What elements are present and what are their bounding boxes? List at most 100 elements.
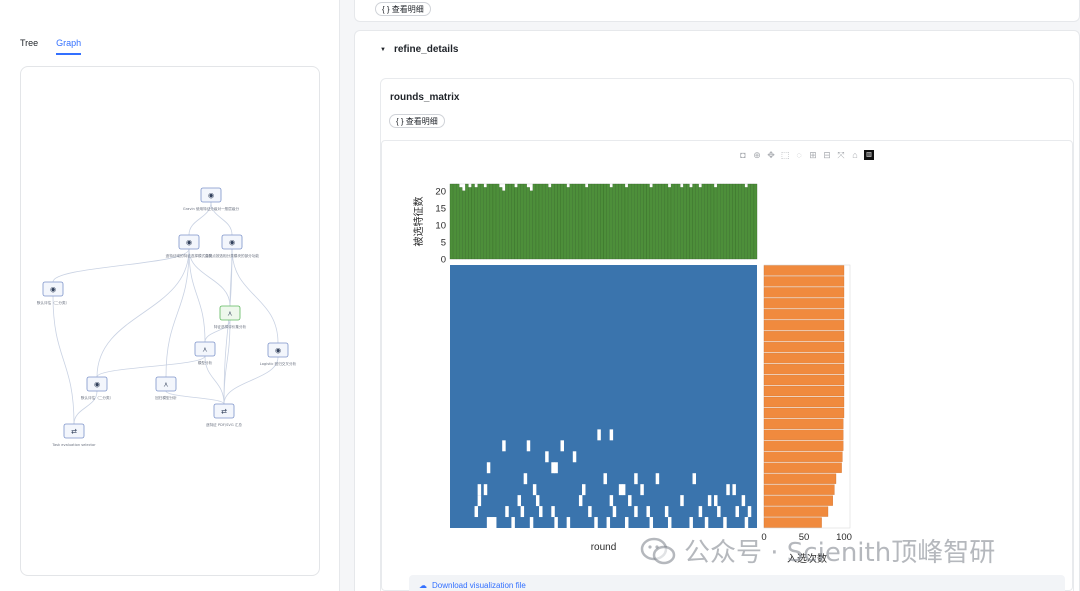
heatmap-empty-cell	[486, 517, 491, 528]
side-bar-frame	[763, 264, 851, 529]
graph-node-n1[interactable]: ◉ Gravin 使用特征分级对一般层级分	[183, 187, 240, 211]
graph-edge	[223, 248, 233, 405]
view-detail-button[interactable]: { } 查看明细	[389, 114, 445, 128]
top-bar	[486, 183, 491, 260]
camera-icon[interactable]: ◘	[740, 150, 746, 160]
heatmap-empty-cell	[624, 517, 629, 528]
heatmap-empty-cell	[554, 462, 558, 474]
top-bar	[673, 183, 678, 260]
side-bar	[763, 451, 843, 462]
heatmap-empty-cell	[732, 484, 736, 496]
top-bar	[710, 183, 715, 260]
heatmap-empty-cell	[667, 517, 672, 528]
top-bar	[634, 183, 638, 260]
graph-node-n11[interactable]: ⇄ Task evaluation selector	[51, 423, 96, 447]
plotly-logo-icon[interactable]: ▥	[864, 150, 874, 160]
tab-tree[interactable]: Tree	[20, 38, 39, 48]
side-bar-xtick: 100	[836, 532, 852, 543]
heatmap-empty-cell	[489, 517, 494, 528]
top-bar	[474, 187, 478, 260]
top-bar	[468, 187, 472, 260]
left-panel: Tree Graph ◉ Gravin 使用特征分级对一般层级分 ◉ 逐特征域的特征选…	[0, 0, 340, 591]
graph-node-n10[interactable]: ⇄ 逐特征 PDF/SVG 汇总	[206, 403, 242, 427]
graph-edge	[188, 201, 212, 236]
top-bar	[462, 190, 466, 260]
graph-edge	[210, 201, 233, 236]
graph-node-n7[interactable]: ◉ Logistic 回归交叉分析	[260, 342, 297, 366]
top-bar	[692, 183, 696, 260]
top-bar	[664, 183, 669, 260]
download-link[interactable]: ☁ Download visualization file	[409, 575, 1065, 591]
side-bar	[763, 298, 845, 309]
graph-edge	[204, 355, 225, 405]
zoom-out-icon[interactable]: ⊟	[823, 150, 831, 160]
side-bar	[763, 309, 845, 320]
workflow-graph[interactable]: ◉ Gravin 使用特征分级对一般层级分 ◉ 逐特征域的特征选择模式分类 ◉ 高阶点按选…	[20, 66, 320, 576]
side-bar	[763, 353, 845, 364]
top-bar	[465, 183, 469, 260]
heatmap-empty-cell	[723, 517, 727, 528]
view-detail-button-top[interactable]: { } 查看明细	[375, 2, 431, 16]
top-bar	[627, 183, 632, 260]
top-bar	[588, 183, 592, 260]
heatmap-empty-cell	[483, 484, 488, 496]
graph-node-n4[interactable]: ◉ 默认评估（二分类）	[37, 281, 69, 305]
node-box	[86, 376, 108, 392]
tab-graph[interactable]: Graph	[56, 38, 82, 55]
side-bar	[763, 495, 833, 506]
top-bar	[609, 187, 613, 260]
graph-edge	[96, 355, 206, 378]
top-bar	[541, 183, 546, 260]
heatmap-empty-cell	[609, 495, 614, 507]
autoscale-icon[interactable]: ⤧	[837, 150, 845, 160]
graph-node-n5[interactable]: ⋏ 特征选择评价集分析	[214, 305, 247, 329]
pan-icon[interactable]: ✥	[767, 150, 775, 160]
heatmap-empty-cell	[572, 451, 577, 463]
top-bar	[502, 190, 506, 260]
node-box	[63, 423, 85, 439]
graph-edge	[223, 356, 279, 405]
top-bar	[670, 183, 675, 260]
top-bar	[603, 183, 607, 260]
node-label: Logistic 回归交叉分析	[260, 361, 297, 366]
top-bar	[480, 183, 484, 260]
caret-down-icon: ▼	[380, 46, 386, 53]
graph-node-n8[interactable]: ◉ 默认评估（二分类）	[81, 376, 113, 400]
graph-node-n6[interactable]: ⋏ 模型分析	[194, 341, 216, 365]
home-icon[interactable]: ⌂	[852, 150, 858, 160]
graph-node-n3[interactable]: ◉ 高阶点按选相分类模块的部分功能	[205, 234, 259, 258]
play-icon: ◉	[275, 347, 281, 355]
heatmap-empty-cell	[704, 517, 709, 528]
top-bar	[723, 183, 727, 260]
top-bar	[523, 183, 527, 260]
heatmap-empty-cell	[597, 429, 601, 441]
heatmap-empty-cell	[566, 517, 571, 528]
heatmap-empty-cell	[655, 473, 660, 485]
zoom-in-icon[interactable]: ⊞	[809, 150, 817, 160]
heatmap-empty-cell	[649, 517, 654, 528]
top-bar	[680, 187, 684, 260]
top-bar	[569, 183, 573, 260]
top-bar	[631, 183, 635, 260]
lasso-icon[interactable]: ◌	[796, 150, 802, 160]
node-label: 默认评估（二分类）	[37, 300, 69, 305]
refine-details-header[interactable]: ▼ refine_details	[380, 44, 458, 55]
graph-node-n9[interactable]: ⋏ 回归模型分析	[155, 376, 177, 400]
fork-icon: ⋏	[227, 310, 232, 318]
side-bar	[763, 287, 845, 298]
previous-result-card	[354, 0, 1080, 22]
top-bar	[538, 183, 543, 260]
top-bar	[557, 183, 561, 260]
box-select-icon[interactable]: ⬚	[780, 150, 790, 160]
zoom-icon[interactable]: ⊕	[753, 150, 761, 160]
top-bar	[615, 183, 619, 260]
top-bar	[704, 183, 709, 260]
heatmap-empty-cell	[634, 473, 638, 485]
heatmap-empty-cell	[529, 517, 534, 528]
plot-modebar: ◘ ⊕ ✥ ⬚ ◌ ⊞ ⊟ ⤧ ⌂ ▥	[738, 150, 874, 160]
heatmap-empty-cell	[594, 517, 598, 528]
top-bar	[548, 187, 552, 260]
graph-node-n2[interactable]: ◉ 逐特征域的特征选择模式分类	[166, 234, 213, 258]
rounds-matrix-chart[interactable]: round 0 5 10 15 20 被选特征数 0 50 100 入选次数	[382, 170, 872, 570]
